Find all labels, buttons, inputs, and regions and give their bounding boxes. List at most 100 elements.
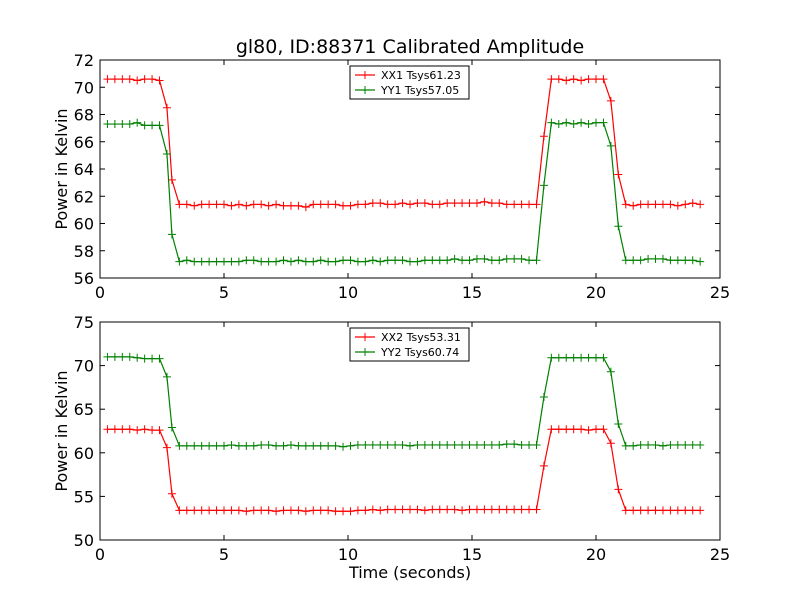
data-point [339,201,348,210]
data-point [118,75,127,84]
data-point [525,200,534,209]
data-point [376,199,385,208]
y-axis-label: Power in Kelvin [52,108,71,229]
data-point [331,507,340,516]
data-point [696,200,705,209]
data-point [673,201,682,210]
series-xx2 [103,425,705,516]
data-point [614,420,623,429]
data-point [103,425,112,434]
data-point [472,199,481,208]
data-point [264,440,273,449]
data-point [205,200,214,209]
data-point [554,353,563,362]
subplot-2: 0 5 10 15 20 25 50 55 60 65 70 75 Power in Kelvin XX2… [52,313,730,564]
data-point [286,440,295,449]
data-point [487,199,496,208]
data-point [125,352,134,361]
data-point [510,254,519,263]
data-point [316,200,325,209]
data-point [324,257,333,266]
x-tick-label: 10 [338,283,358,302]
x-tick-label: 5 [219,545,229,564]
data-point [577,76,586,85]
data-point [197,257,206,266]
data-point [450,505,459,514]
y-tick-label: 60 [74,215,94,234]
data-point [420,199,429,208]
data-point [309,257,318,266]
data-point [301,203,310,212]
data-point [398,505,407,514]
data-point [286,506,295,515]
x-tick-label: 5 [219,283,229,302]
y-tick-label: 65 [74,400,94,419]
data-point [155,354,164,363]
data-point [406,257,414,266]
y-tick-label: 55 [74,487,94,506]
data-point [539,181,548,190]
data-point [480,254,489,263]
data-point [190,441,199,450]
data-point [279,201,288,210]
data-point [577,353,586,362]
data-point [257,200,266,209]
data-point [148,426,157,435]
data-point [636,200,645,209]
data-point [376,440,385,449]
y-tick-label: 72 [74,51,94,70]
data-point [148,354,157,363]
data-point [331,200,340,209]
data-point [688,256,697,265]
data-point [458,506,467,515]
data-point [103,120,112,129]
data-point [510,440,519,449]
data-point [480,505,489,514]
data-point [103,352,112,361]
data-point [140,75,149,84]
data-point [435,256,444,265]
data-point [272,441,281,450]
data-point [547,425,556,434]
data-point [420,256,429,265]
data-point [383,505,392,514]
data-point [162,150,171,159]
data-point [162,103,171,112]
data-point [435,200,444,209]
data-point [353,506,362,515]
y-tick-label: 64 [74,160,94,179]
data-point [346,201,355,210]
data-point [286,257,295,266]
data-point [398,199,407,208]
data-point [368,256,377,265]
data-point [517,254,526,263]
data-point [212,441,221,450]
data-point [681,506,690,515]
data-point [220,200,228,209]
data-point [629,201,638,210]
data-point [133,118,142,127]
data-point [458,199,467,208]
x-tick-label: 20 [586,283,606,302]
data-point [368,440,377,449]
data-point [376,257,385,266]
series-yy1 [103,118,705,266]
data-point [517,505,526,514]
data-point [547,75,556,84]
data-point [205,441,214,450]
y-axis-label: Power in Kelvin [52,370,71,491]
data-point [167,175,176,184]
data-point [361,200,370,209]
data-point [391,505,400,514]
data-point [532,440,541,449]
data-point [644,506,653,515]
data-point [272,200,281,209]
data-point [103,75,112,84]
data-point [220,257,228,266]
data-point [190,506,199,515]
data-point [279,441,288,450]
data-point [584,120,593,129]
data-point [331,257,340,266]
data-point [629,256,638,265]
data-point [324,200,333,209]
